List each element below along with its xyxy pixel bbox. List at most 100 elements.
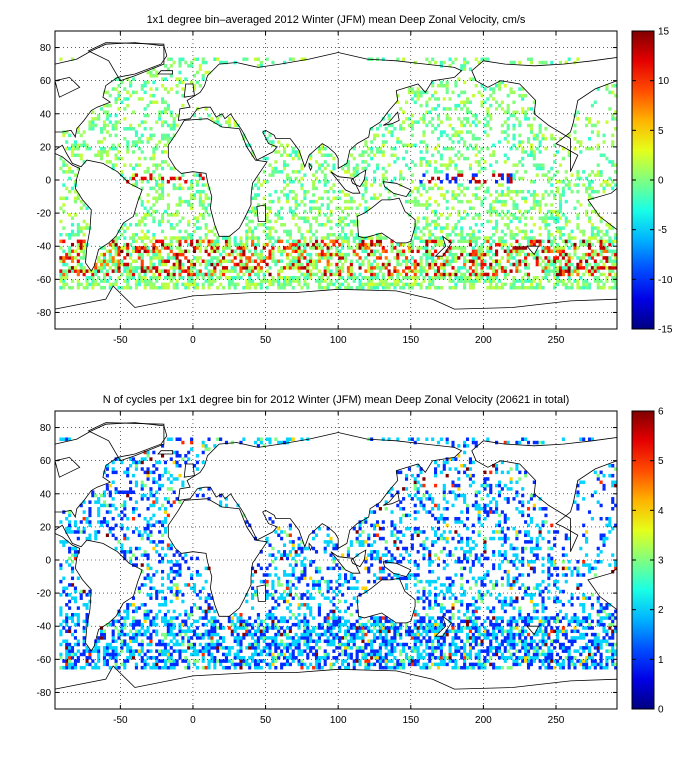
data-cell <box>146 80 150 85</box>
data-cell <box>114 77 118 81</box>
data-cell <box>187 659 191 663</box>
data-cell <box>419 665 423 670</box>
data-cell <box>378 665 382 670</box>
data-cell <box>463 662 467 667</box>
data-cell <box>373 266 377 270</box>
data-cell <box>436 97 441 101</box>
data-cell <box>181 103 185 108</box>
data-cell <box>294 259 298 263</box>
data-cell <box>434 60 438 65</box>
data-cell <box>407 117 411 121</box>
data-cell <box>187 223 191 227</box>
data-cell <box>471 279 475 283</box>
data-cell <box>463 156 467 161</box>
data-cell <box>100 140 104 144</box>
data-cell <box>370 285 374 290</box>
data-cell <box>303 649 307 653</box>
data-cell <box>524 659 528 663</box>
data-cell <box>387 163 391 167</box>
data-cell <box>111 646 115 650</box>
data-cell <box>236 649 240 653</box>
data-cell <box>314 216 319 220</box>
data-cell <box>253 662 258 667</box>
data-cell <box>474 636 478 640</box>
data-cell <box>576 117 580 121</box>
data-cell <box>256 282 260 287</box>
data-cell <box>431 259 435 263</box>
data-cell <box>361 193 365 197</box>
data-cell <box>140 656 144 660</box>
data-cell <box>314 266 319 270</box>
data-cell <box>448 652 452 657</box>
data-cell <box>169 236 173 240</box>
data-cell <box>192 229 197 234</box>
data-cell <box>97 652 101 657</box>
data-cell <box>396 632 400 637</box>
data-cell <box>524 93 528 98</box>
data-cell <box>117 652 121 657</box>
data-cell <box>140 252 144 257</box>
data-cell <box>483 87 487 91</box>
data-cell <box>161 196 165 201</box>
data-cell <box>477 656 481 660</box>
data-cell <box>541 652 545 657</box>
data-cell <box>300 249 304 254</box>
data-cell <box>451 659 455 663</box>
data-cell <box>166 67 170 71</box>
data-cell <box>117 665 121 670</box>
data-cell <box>326 242 330 247</box>
data-cell <box>230 276 234 280</box>
data-cell <box>245 143 249 148</box>
data-cell <box>251 269 255 273</box>
data-cell <box>431 246 435 250</box>
data-cell <box>535 249 539 254</box>
data-cell <box>251 266 255 270</box>
data-cell <box>509 196 513 201</box>
data-cell <box>161 193 165 197</box>
data-cell <box>233 269 237 273</box>
data-cell <box>419 259 423 263</box>
data-cell <box>434 170 438 174</box>
data-cell <box>76 153 80 158</box>
data-cell <box>277 656 281 660</box>
data-cell <box>300 285 304 290</box>
data-cell <box>509 256 513 260</box>
data-cell <box>140 279 144 283</box>
data-cell <box>111 163 115 167</box>
data-cell <box>172 120 176 124</box>
data-cell <box>428 652 432 657</box>
data-cell <box>230 269 234 273</box>
data-cell <box>201 57 205 61</box>
data-cell <box>518 246 522 250</box>
data-cell <box>262 636 266 640</box>
data-cell <box>457 93 461 98</box>
data-cell <box>515 163 519 167</box>
data-cell <box>480 156 484 161</box>
data-cell <box>439 213 443 217</box>
data-cell <box>140 649 144 653</box>
data-cell <box>611 252 615 257</box>
data-cell <box>425 206 429 210</box>
data-cell <box>503 649 507 653</box>
data-cell <box>155 239 159 244</box>
data-cell <box>434 90 438 95</box>
data-cell <box>158 649 162 653</box>
data-cell <box>126 103 130 108</box>
data-cell <box>489 246 493 250</box>
data-cell <box>253 246 258 250</box>
data-cell <box>134 636 138 640</box>
data-cell <box>65 252 69 257</box>
data-cell <box>227 252 231 257</box>
data-cell <box>457 232 461 237</box>
data-cell <box>178 262 182 267</box>
data-cell <box>312 216 316 220</box>
data-cell <box>587 646 592 650</box>
data-cell <box>102 136 107 141</box>
data-cell <box>463 266 467 270</box>
data-cell <box>102 276 107 280</box>
data-cell <box>300 216 304 220</box>
data-cell <box>457 269 461 273</box>
data-cell <box>599 659 603 663</box>
data-cell <box>178 186 182 191</box>
data-cell <box>407 199 411 204</box>
